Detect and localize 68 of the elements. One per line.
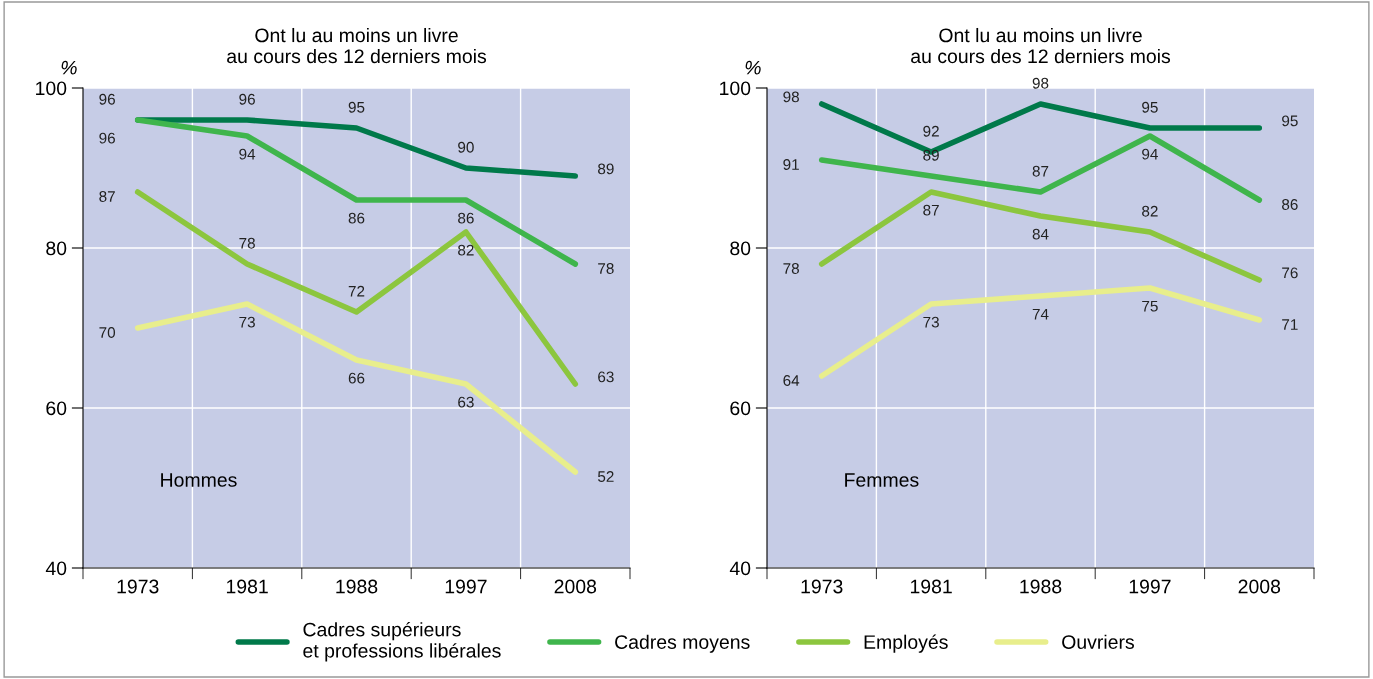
data-label: 95 [1142, 101, 1158, 113]
data-label: 64 [783, 375, 800, 386]
data-label: 94 [1142, 148, 1158, 160]
y-axis-title: % [745, 60, 761, 75]
data-label: 82 [1142, 205, 1158, 217]
x-tick-label: 2008 [554, 579, 597, 594]
y-tick-label: 100 [720, 81, 751, 96]
data-label: 98 [783, 91, 799, 103]
x-tick-label: 1981 [226, 579, 268, 594]
data-label: 87 [99, 191, 115, 202]
data-label: 96 [99, 93, 115, 105]
data-label: 98 [1032, 77, 1049, 89]
y-axis-title: % [61, 60, 77, 75]
x-tick-label: 1981 [910, 579, 952, 594]
data-label: 89 [923, 149, 939, 161]
x-tick-label: 1988 [1020, 579, 1062, 594]
data-label: 89 [598, 163, 614, 175]
data-label: 72 [348, 285, 365, 297]
legend-label: Cadres supérieurs et professions libérales [303, 621, 501, 662]
chart-title: Ont lu au moins un livre au cours des 12 derniers mois [227, 27, 487, 64]
data-label: 84 [1032, 228, 1049, 240]
data-label: 94 [239, 148, 256, 160]
data-label: 87 [1032, 165, 1049, 177]
data-label: 75 [1142, 300, 1158, 312]
data-label: 95 [1282, 115, 1298, 127]
data-label: 70 [99, 327, 116, 338]
x-tick-label: 1997 [445, 579, 487, 594]
data-label: 63 [598, 371, 614, 383]
x-tick-label: 1997 [1129, 579, 1171, 594]
legend-label: Employés [864, 634, 948, 653]
data-label: 96 [239, 93, 255, 105]
legend-label: Cadres moyens [615, 634, 750, 653]
y-tick-label: 60 [730, 401, 751, 416]
data-label: 73 [239, 316, 255, 328]
y-tick-label: 80 [46, 241, 67, 256]
x-tick-label: 1973 [801, 579, 843, 594]
legend-label: Ouvriers [1062, 634, 1134, 649]
y-tick-label: 80 [730, 241, 751, 256]
annotation: Hommes [161, 473, 237, 487]
data-label: 90 [458, 141, 474, 153]
data-label: 86 [458, 212, 474, 224]
y-tick-label: 60 [46, 401, 67, 416]
data-label: 78 [239, 237, 255, 249]
data-label: 87 [923, 204, 939, 216]
y-tick-label: 40 [729, 561, 751, 576]
data-label: 86 [348, 212, 365, 224]
data-label: 78 [598, 263, 614, 274]
data-label: 76 [1282, 267, 1298, 279]
chart-title: Ont lu au moins un livre au cours des 12 derniers mois [911, 27, 1171, 64]
data-label: 91 [783, 159, 799, 170]
x-tick-label: 2008 [1238, 579, 1281, 594]
data-label: 74 [1032, 308, 1049, 320]
x-tick-label: 1988 [336, 579, 378, 594]
y-tick-label: 40 [45, 561, 67, 576]
data-label: 92 [923, 125, 939, 137]
data-label: 96 [99, 132, 115, 144]
data-label: 66 [348, 372, 365, 384]
data-label: 82 [458, 244, 474, 256]
data-label: 78 [783, 263, 799, 274]
data-label: 63 [458, 396, 474, 408]
x-tick-label: 1973 [117, 579, 159, 594]
y-tick-label: 100 [36, 81, 67, 96]
annotation: Femmes [845, 473, 919, 487]
data-label: 86 [1282, 199, 1298, 210]
data-label: 95 [348, 101, 365, 113]
data-label: 52 [597, 471, 614, 482]
data-label: 71 [1282, 319, 1298, 330]
data-label: 73 [923, 316, 939, 328]
